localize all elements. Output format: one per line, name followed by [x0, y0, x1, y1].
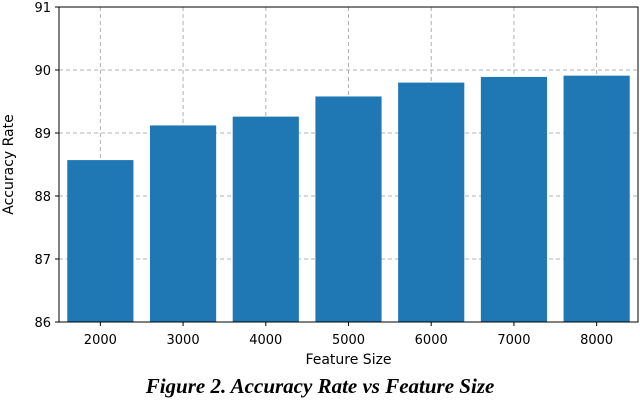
figure-caption: Figure 2. Accuracy Rate vs Feature Size — [145, 374, 495, 398]
bar — [232, 116, 299, 323]
x-tick-label: 5000 — [332, 333, 365, 348]
x-tick-label: 2000 — [84, 333, 117, 348]
y-tick-label: 91 — [34, 1, 51, 16]
bar — [398, 82, 465, 322]
bar — [315, 96, 382, 323]
x-tick-label: 4000 — [249, 333, 282, 348]
tick-marks — [55, 6, 598, 326]
bar — [149, 125, 217, 322]
y-tick-label: 87 — [34, 253, 51, 268]
x-tick-label: 8000 — [580, 333, 613, 348]
y-tick-label: 89 — [34, 127, 51, 142]
x-tick-label: 6000 — [415, 333, 448, 348]
y-tick-label: 90 — [34, 64, 51, 79]
y-tick-labels: 86 87 88 89 90 91 — [34, 1, 51, 331]
x-tick-label: 3000 — [167, 333, 200, 348]
x-tick-labels: 2000 3000 4000 5000 6000 7000 8000 — [84, 333, 613, 348]
bar — [563, 75, 630, 322]
y-axis-label: Accuracy Rate — [1, 114, 17, 214]
bars — [67, 75, 630, 323]
x-tick-label: 7000 — [497, 333, 530, 348]
y-tick-label: 86 — [34, 316, 51, 331]
bar — [67, 160, 134, 322]
bar — [480, 76, 548, 323]
x-axis-label: Feature Size — [305, 352, 391, 368]
y-tick-label: 88 — [34, 190, 51, 205]
bar-chart: 86 87 88 89 90 91 2000 3000 4000 5000 6000 7000 800… — [1, 1, 639, 368]
